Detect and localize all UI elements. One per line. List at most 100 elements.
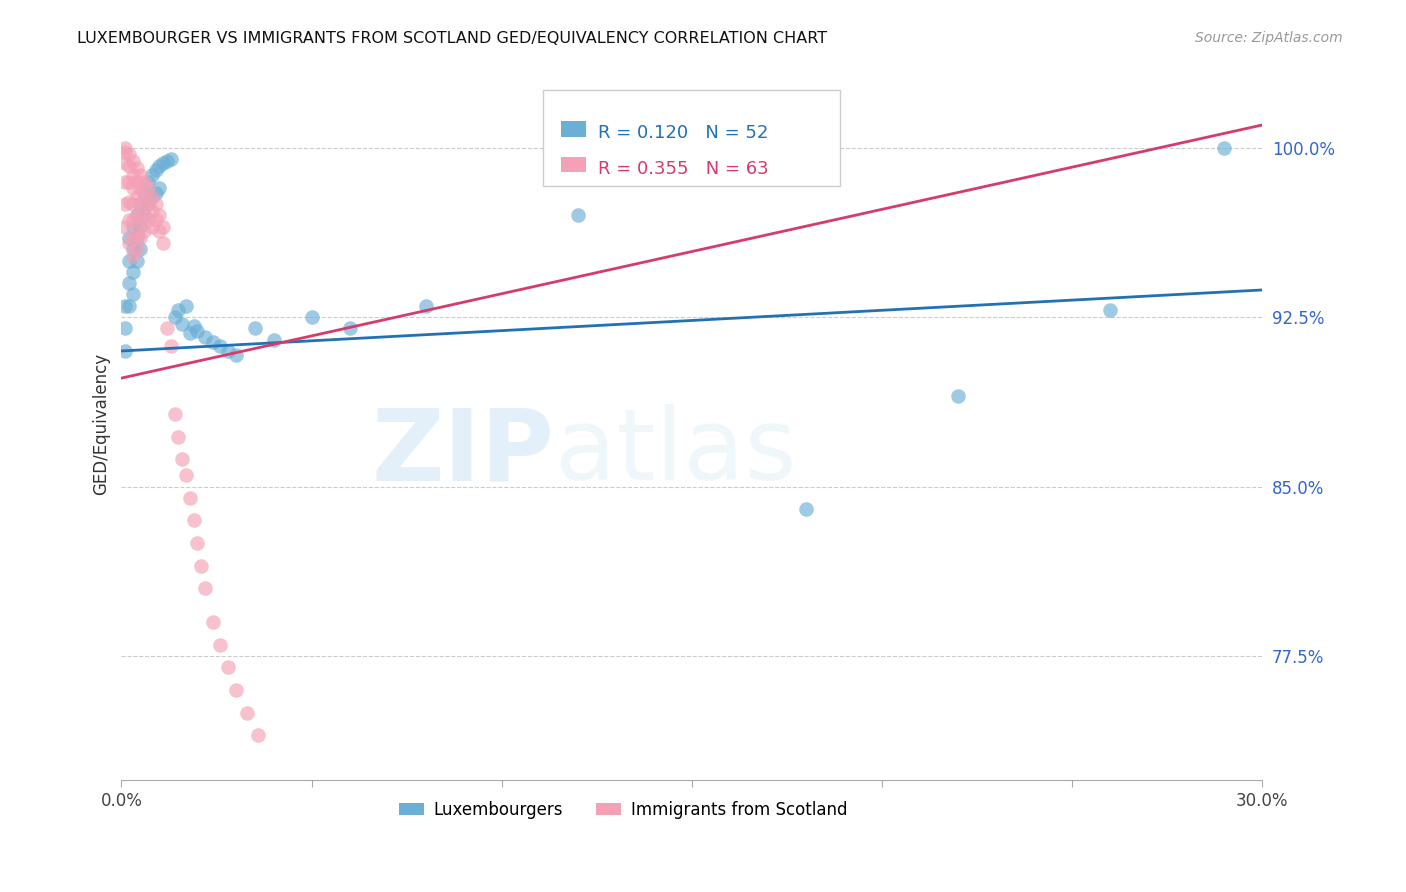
Point <box>121 249 143 263</box>
Point <box>263 333 285 347</box>
Bar <box>561 121 586 136</box>
Point <box>209 638 232 652</box>
Point <box>186 536 208 550</box>
Point <box>125 227 148 241</box>
Point <box>160 152 183 166</box>
Point <box>134 186 156 200</box>
Text: Source: ZipAtlas.com: Source: ZipAtlas.com <box>1195 31 1343 45</box>
Point <box>145 213 167 227</box>
Point <box>148 208 170 222</box>
Point <box>121 197 143 211</box>
Point <box>114 219 136 234</box>
Point <box>121 287 143 301</box>
Point <box>121 242 143 256</box>
Point <box>129 168 152 182</box>
Point <box>152 219 174 234</box>
Point <box>247 728 270 742</box>
Point <box>167 303 190 318</box>
Point <box>145 163 167 178</box>
Point <box>179 326 201 340</box>
Point <box>141 190 163 204</box>
Point <box>201 334 224 349</box>
Point <box>129 197 152 211</box>
Bar <box>561 157 586 172</box>
Point <box>129 197 152 211</box>
Point <box>136 197 159 211</box>
Point <box>946 389 969 403</box>
Point <box>125 174 148 188</box>
Point <box>121 219 143 234</box>
Legend: Luxembourgers, Immigrants from Scotland: Luxembourgers, Immigrants from Scotland <box>392 794 855 825</box>
Point <box>134 190 156 204</box>
Point <box>125 231 148 245</box>
Point <box>172 452 194 467</box>
Point <box>172 317 194 331</box>
Point <box>1098 303 1121 318</box>
Point <box>163 407 186 421</box>
Point <box>121 154 143 169</box>
Point <box>152 156 174 170</box>
Point <box>134 208 156 222</box>
Text: atlas: atlas <box>555 404 796 501</box>
Point <box>134 224 156 238</box>
Point <box>209 339 232 353</box>
Point <box>114 156 136 170</box>
Point <box>125 190 148 204</box>
Point <box>114 174 136 188</box>
Point <box>129 231 152 245</box>
Point <box>129 219 152 234</box>
Point <box>129 215 152 229</box>
Point <box>141 219 163 234</box>
Point <box>148 224 170 238</box>
Point <box>301 310 323 324</box>
Point <box>163 310 186 324</box>
Point <box>125 208 148 222</box>
Point <box>118 174 141 188</box>
Point <box>156 154 179 169</box>
Point <box>114 197 136 211</box>
Point <box>174 468 197 483</box>
Point <box>114 343 136 358</box>
Point <box>194 330 217 344</box>
Point <box>125 253 148 268</box>
Point <box>114 299 136 313</box>
Point <box>1213 140 1236 154</box>
Point <box>194 581 217 595</box>
Point <box>118 231 141 245</box>
Point <box>145 197 167 211</box>
Point <box>224 682 246 697</box>
Point <box>118 159 141 173</box>
Point <box>129 242 152 256</box>
Point <box>243 321 266 335</box>
Point <box>141 168 163 182</box>
Point <box>114 145 136 160</box>
Point <box>118 253 141 268</box>
Point <box>148 159 170 173</box>
Text: R = 0.355   N = 63: R = 0.355 N = 63 <box>598 160 769 178</box>
Point <box>118 194 141 209</box>
Point <box>339 321 361 335</box>
Point <box>136 181 159 195</box>
Point <box>174 299 197 313</box>
Point <box>183 319 205 334</box>
Point <box>125 161 148 175</box>
Point <box>118 147 141 161</box>
Point <box>152 235 174 250</box>
Point <box>217 343 239 358</box>
Point <box>114 140 136 154</box>
Text: R = 0.120   N = 52: R = 0.120 N = 52 <box>598 124 769 142</box>
Point <box>224 349 246 363</box>
Point <box>183 513 205 527</box>
Point <box>186 324 208 338</box>
Point <box>567 208 589 222</box>
Point <box>121 213 143 227</box>
Point <box>125 242 148 256</box>
Point <box>217 660 239 674</box>
Point <box>136 213 159 227</box>
Bar <box>544 90 839 186</box>
Point <box>156 321 179 335</box>
Point <box>134 174 156 188</box>
Point <box>121 181 143 195</box>
Point <box>118 213 141 227</box>
Text: ZIP: ZIP <box>373 404 555 501</box>
